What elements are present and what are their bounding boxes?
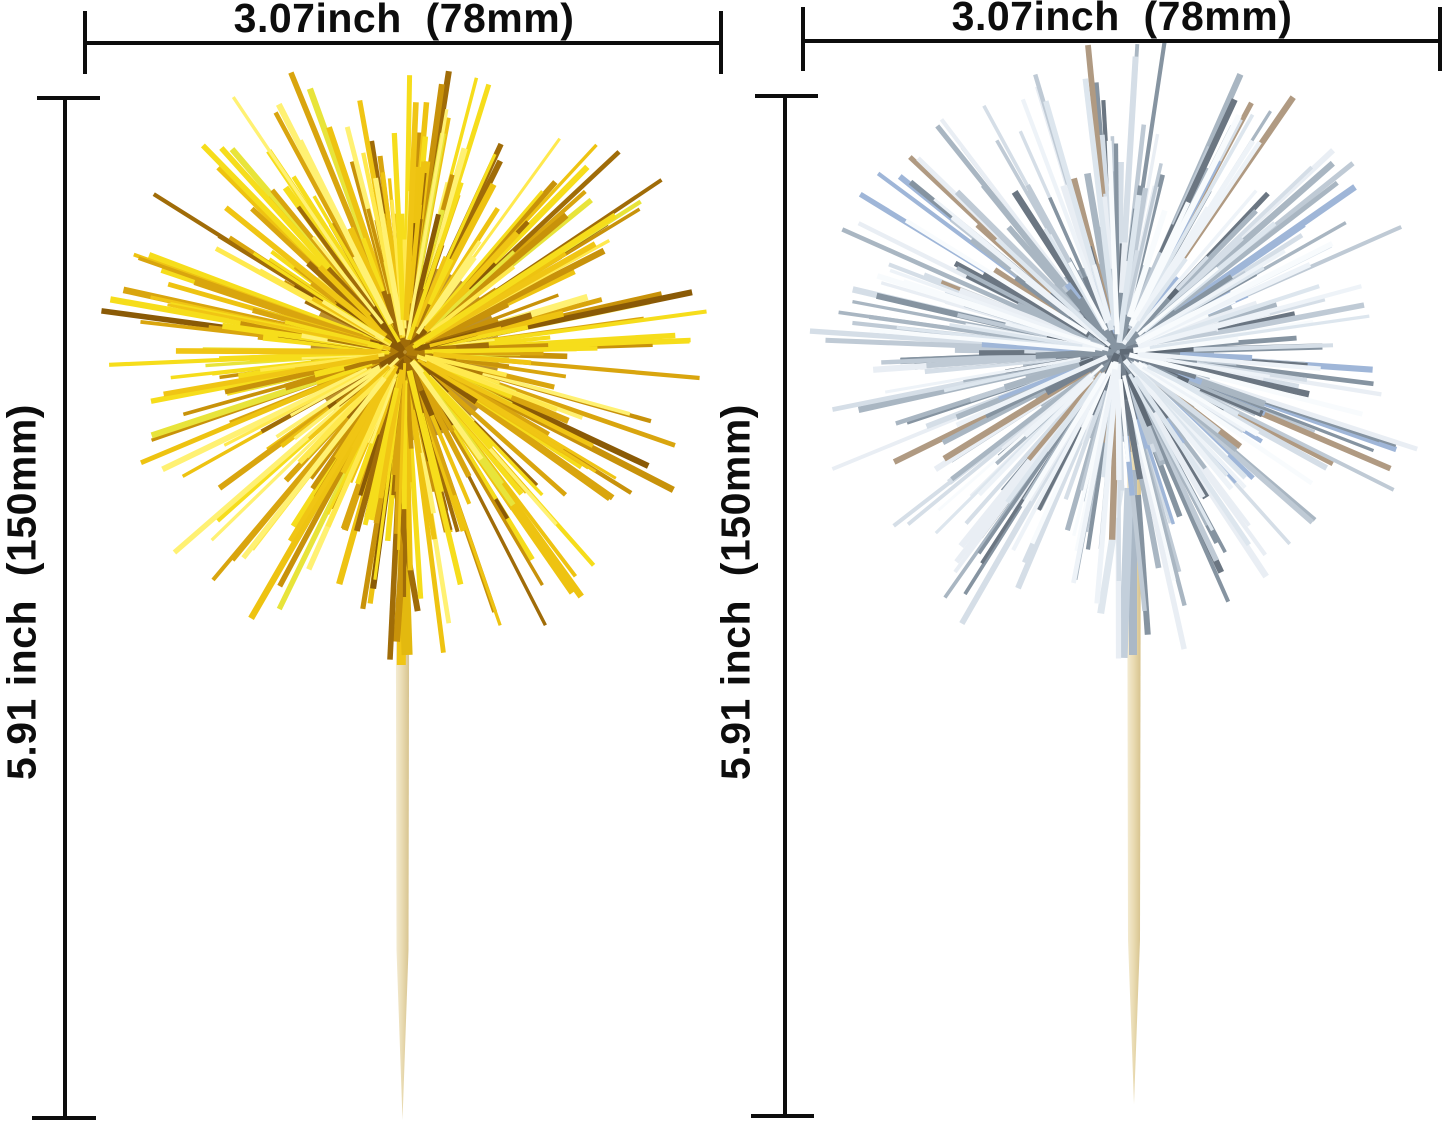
gold-height-bottom-tick bbox=[32, 1116, 96, 1120]
silver-height-bottom-tick bbox=[751, 1114, 814, 1118]
silver-height-top-tick bbox=[755, 94, 818, 98]
silver-width-left-tick bbox=[801, 7, 805, 71]
silver-width-label: 3.07inch (78mm) bbox=[951, 0, 1293, 39]
silver-width-dimension-line bbox=[803, 39, 1441, 43]
silver-height-label: 5.91 inch (150mm) bbox=[712, 404, 759, 780]
silver-width-right-tick bbox=[1438, 7, 1442, 71]
gold-width-right-tick bbox=[719, 11, 723, 74]
silver-pom-pom bbox=[809, 40, 1418, 659]
silver-height-dimension-line bbox=[783, 94, 787, 1118]
gold-height-dimension-line bbox=[63, 96, 67, 1120]
gold-width-label: 3.07inch (78mm) bbox=[233, 0, 575, 41]
gold-width-dimension-line bbox=[85, 41, 722, 45]
gold-width-left-tick bbox=[83, 11, 87, 74]
gold-pom-pom bbox=[101, 70, 707, 660]
silver-tinsel-pom-pom-cake-pick bbox=[809, 40, 1418, 1104]
gold-height-label: 5.91 inch (150mm) bbox=[0, 404, 45, 780]
gold-tinsel-pom-pom-cake-pick bbox=[101, 70, 707, 1120]
gold-height-top-tick bbox=[37, 96, 100, 100]
